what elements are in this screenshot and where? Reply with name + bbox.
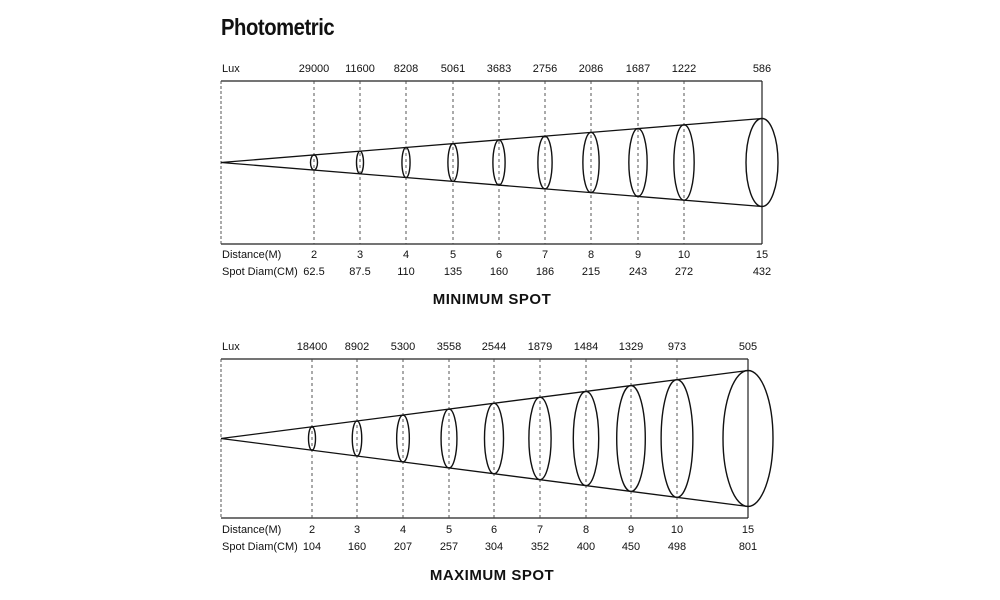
- beam-upper-edge: [220, 369, 749, 440]
- lux-value: 505: [739, 341, 757, 353]
- lux-row-label: Lux: [222, 341, 240, 353]
- spot-diam-value: 104: [303, 541, 321, 553]
- lux-value: 586: [753, 63, 771, 75]
- spot-diam-value: 62.5: [303, 266, 324, 278]
- spot-diam-value: 304: [485, 541, 503, 553]
- spot-ellipse: [351, 420, 363, 457]
- spot-ellipse: [745, 117, 779, 208]
- lux-value: 2756: [533, 63, 557, 75]
- spot-ellipse: [447, 142, 459, 183]
- distance-value: 15: [742, 524, 754, 536]
- lux-value: 2086: [579, 63, 603, 75]
- spot-ellipse: [355, 150, 365, 175]
- beam-upper-edge: [220, 117, 763, 164]
- lux-row-label: Lux: [222, 63, 240, 75]
- lux-value: 1484: [574, 341, 598, 353]
- distance-value: 8: [583, 524, 589, 536]
- distance-value: 2: [309, 524, 315, 536]
- distance-row-label: Distance(M): [222, 249, 281, 261]
- distance-row-label: Distance(M): [222, 524, 281, 536]
- panel-minimum-spot: Lux Distance(M) Spot Diam(CM) 29000 2 62.5 116…: [220, 63, 779, 308]
- lux-value: 5061: [441, 63, 465, 75]
- spot-ellipse: [307, 426, 317, 451]
- lux-value: 1329: [619, 341, 643, 353]
- spot-diam-value: 257: [440, 541, 458, 553]
- distance-value: 9: [628, 524, 634, 536]
- lux-value: 3558: [437, 341, 461, 353]
- lux-value: 1222: [672, 63, 696, 75]
- distance-value: 3: [354, 524, 360, 536]
- spot-diam-value: 87.5: [349, 266, 370, 278]
- spot-ellipse: [537, 135, 553, 190]
- spot-ellipse: [582, 131, 600, 194]
- spot-diam-value: 207: [394, 541, 412, 553]
- spot-ellipse: [660, 378, 694, 499]
- spot-diam-value: 160: [490, 266, 508, 278]
- spot-ellipse: [722, 369, 774, 508]
- distance-value: 2: [311, 249, 317, 261]
- distance-value: 8: [588, 249, 594, 261]
- distance-value: 6: [496, 249, 502, 261]
- spot-ellipse: [673, 124, 695, 201]
- spot-diam-value: 801: [739, 541, 757, 553]
- beam-lower-edge: [220, 161, 763, 208]
- lux-value: 2544: [482, 341, 506, 353]
- panel-caption: MAXIMUM SPOT: [430, 567, 554, 584]
- distance-value: 3: [357, 249, 363, 261]
- distance-value: 4: [400, 524, 406, 536]
- distance-value: 9: [635, 249, 641, 261]
- distance-value: 10: [671, 524, 683, 536]
- distance-value: 5: [450, 249, 456, 261]
- spot-ellipse: [483, 402, 505, 475]
- distance-value: 4: [403, 249, 409, 261]
- spot-diam-value: 186: [536, 266, 554, 278]
- distance-value: 7: [537, 524, 543, 536]
- lux-value: 18400: [297, 341, 328, 353]
- spot-diam-value: 498: [668, 541, 686, 553]
- spot-diam-row-label: Spot Diam(CM): [222, 266, 298, 278]
- distance-value: 15: [756, 249, 768, 261]
- spot-diam-value: 432: [753, 266, 771, 278]
- spot-ellipse: [628, 127, 648, 198]
- distance-value: 5: [446, 524, 452, 536]
- spot-diam-value: 450: [622, 541, 640, 553]
- lux-value: 973: [668, 341, 686, 353]
- distance-value: 10: [678, 249, 690, 261]
- lux-value: 3683: [487, 63, 511, 75]
- distance-value: 7: [542, 249, 548, 261]
- lux-value: 29000: [299, 63, 330, 75]
- spot-diam-value: 352: [531, 541, 549, 553]
- spot-ellipse: [492, 139, 506, 186]
- spot-ellipse: [528, 396, 552, 481]
- lux-value: 1879: [528, 341, 552, 353]
- distance-value: 6: [491, 524, 497, 536]
- spot-ellipse: [440, 408, 458, 469]
- spot-diam-value: 160: [348, 541, 366, 553]
- lux-value: 1687: [626, 63, 650, 75]
- spot-ellipse: [401, 146, 411, 179]
- spot-diam-value: 243: [629, 266, 647, 278]
- lux-value: 11600: [345, 63, 375, 75]
- page-title: Photometric: [221, 14, 335, 40]
- spot-diam-value: 135: [444, 266, 462, 278]
- lux-value: 5300: [391, 341, 415, 353]
- lux-value: 8208: [394, 63, 418, 75]
- lux-value: 8902: [345, 341, 369, 353]
- spot-ellipse: [395, 414, 411, 463]
- spot-diam-value: 215: [582, 266, 600, 278]
- spot-ellipse: [572, 390, 600, 487]
- spot-diam-value: 400: [577, 541, 595, 553]
- spot-diam-value: 110: [397, 266, 415, 278]
- beam-lower-edge: [220, 437, 749, 508]
- spot-ellipse: [616, 384, 646, 493]
- panel-caption: MINIMUM SPOT: [433, 291, 552, 308]
- spot-ellipse: [309, 154, 319, 171]
- spot-diam-value: 272: [675, 266, 693, 278]
- spot-diam-row-label: Spot Diam(CM): [222, 541, 298, 553]
